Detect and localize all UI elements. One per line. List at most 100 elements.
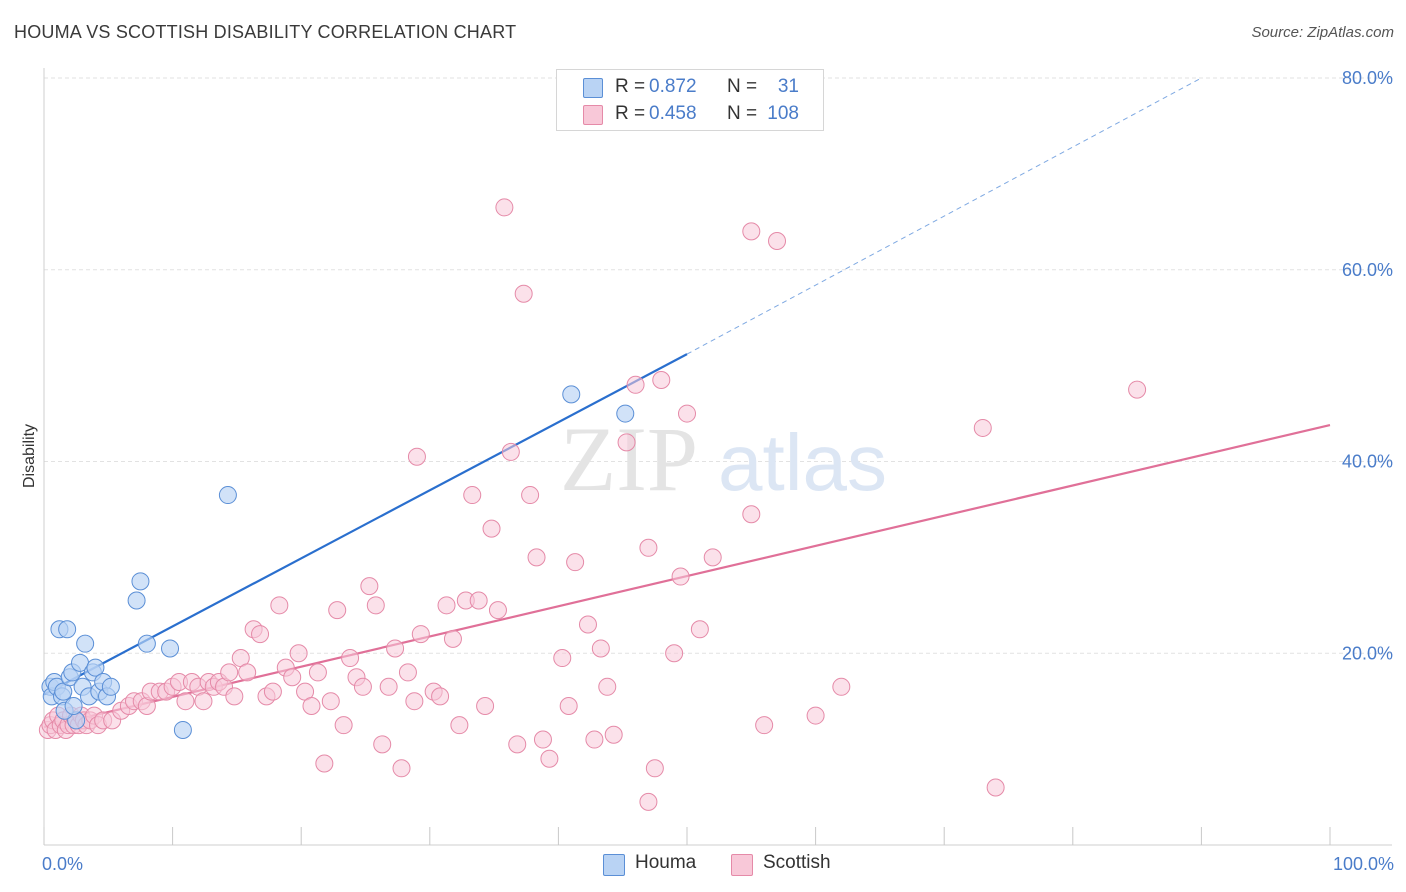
scottish-swatch xyxy=(731,854,753,876)
scottish-point xyxy=(194,692,213,711)
houma-point xyxy=(218,486,237,505)
scottish-point xyxy=(176,692,195,711)
scottish-point xyxy=(360,577,379,596)
scottish-point xyxy=(521,486,540,505)
scottish-point xyxy=(806,706,825,725)
scottish-point xyxy=(703,548,722,567)
y-tick-label: 80.0% xyxy=(1342,68,1393,88)
scottish-point xyxy=(450,716,469,735)
scottish-point xyxy=(225,687,244,706)
scottish-point xyxy=(508,735,527,754)
scottish-point xyxy=(678,404,696,423)
houma-point xyxy=(127,591,146,610)
scottish-point xyxy=(501,442,520,461)
scottish-point xyxy=(238,663,257,682)
scottish-point xyxy=(463,486,482,505)
watermark-zip: ZIP xyxy=(560,408,698,510)
houma-point xyxy=(616,404,635,423)
scottish-point xyxy=(527,548,546,567)
legend-r-value: 0.872 xyxy=(649,76,697,97)
scottish-point xyxy=(270,596,289,615)
scottish-point xyxy=(405,692,424,711)
scottish-point xyxy=(578,615,597,634)
scottish-point xyxy=(443,629,462,648)
houma-swatch xyxy=(603,854,625,876)
scottish-point xyxy=(398,663,417,682)
points-layer xyxy=(38,198,1147,811)
houma-point xyxy=(137,634,156,653)
correlation-legend: R = 0.872 N = 31 R = 0.458 N = 108 xyxy=(556,69,824,131)
scottish-point xyxy=(604,725,623,744)
scottish-point xyxy=(626,375,645,394)
scottish-point xyxy=(755,716,774,735)
scottish-point xyxy=(488,601,507,620)
scottish-point xyxy=(379,677,398,696)
legend-n-label: N = xyxy=(727,103,758,124)
scottish-point xyxy=(469,591,488,610)
scottish-point xyxy=(334,716,353,735)
legend-row-houma: R = 0.872 N = 31 xyxy=(557,74,823,100)
scottish-point xyxy=(302,696,321,715)
houma-trend-extension xyxy=(686,77,1202,355)
houma-legend-label: Houma xyxy=(635,852,697,873)
trend-layer xyxy=(43,77,1331,729)
grid-layer xyxy=(44,77,1392,654)
scottish-point xyxy=(652,371,671,390)
y-tick-label: 20.0% xyxy=(1342,643,1393,663)
scottish-point xyxy=(639,792,658,811)
houma-point xyxy=(86,658,105,677)
legend-r-label: R = xyxy=(615,103,646,124)
scottish-point xyxy=(411,625,430,644)
scottish-point xyxy=(973,418,992,437)
scottish-point xyxy=(559,696,578,715)
scottish-point xyxy=(407,447,426,466)
scottish-point xyxy=(591,639,610,658)
y-tick-label: 40.0% xyxy=(1342,452,1393,472)
legend-n-label: N = xyxy=(727,76,758,97)
houma-point xyxy=(64,696,83,715)
scottish-point xyxy=(373,735,392,754)
scottish-point xyxy=(341,649,360,668)
scottish-point xyxy=(328,601,347,620)
scottish-point xyxy=(437,596,456,615)
scottish-point xyxy=(476,696,495,715)
scottish-point xyxy=(321,692,340,711)
axis-layer: 20.0% 40.0% 60.0% 80.0% 0.0% 100.0% xyxy=(42,68,1394,874)
scottish-point xyxy=(251,625,270,644)
chart-source: Source: ZipAtlas.com xyxy=(1251,24,1394,41)
y-tick-label: 60.0% xyxy=(1342,260,1393,280)
scottish-point xyxy=(553,649,572,668)
scottish-point xyxy=(639,538,658,557)
legend-swatch-scottish xyxy=(583,105,603,125)
houma-point xyxy=(161,639,180,658)
houma-point xyxy=(131,572,150,591)
scottish-point xyxy=(671,567,690,586)
scottish-point xyxy=(566,553,585,572)
scottish-point xyxy=(308,663,327,682)
scottish-point xyxy=(540,749,559,768)
scottish-point xyxy=(617,433,636,452)
scottish-point xyxy=(353,677,372,696)
houma-point xyxy=(173,720,192,739)
x-tick-label: 100.0% xyxy=(1333,854,1394,874)
scottish-point xyxy=(742,222,761,241)
x-tick-label: 0.0% xyxy=(42,854,83,874)
scottish-point xyxy=(665,644,684,663)
legend-r-value: 0.458 xyxy=(649,103,697,124)
scottish-point xyxy=(386,639,405,658)
houma-point xyxy=(101,677,120,696)
y-axis-label: Disability xyxy=(21,424,38,488)
scottish-point xyxy=(392,759,411,778)
scottish-point xyxy=(1128,380,1147,399)
houma-point xyxy=(76,634,95,653)
legend-swatch-houma xyxy=(583,78,603,98)
scottish-point xyxy=(645,759,664,778)
scottish-point xyxy=(690,620,709,639)
scottish-point xyxy=(495,198,514,217)
scottish-point xyxy=(289,644,308,663)
legend-n-value: 108 xyxy=(767,103,799,124)
legend-row-scottish: R = 0.458 N = 108 xyxy=(557,101,823,127)
houma-point xyxy=(562,385,581,404)
scottish-legend-label: Scottish xyxy=(763,852,831,873)
